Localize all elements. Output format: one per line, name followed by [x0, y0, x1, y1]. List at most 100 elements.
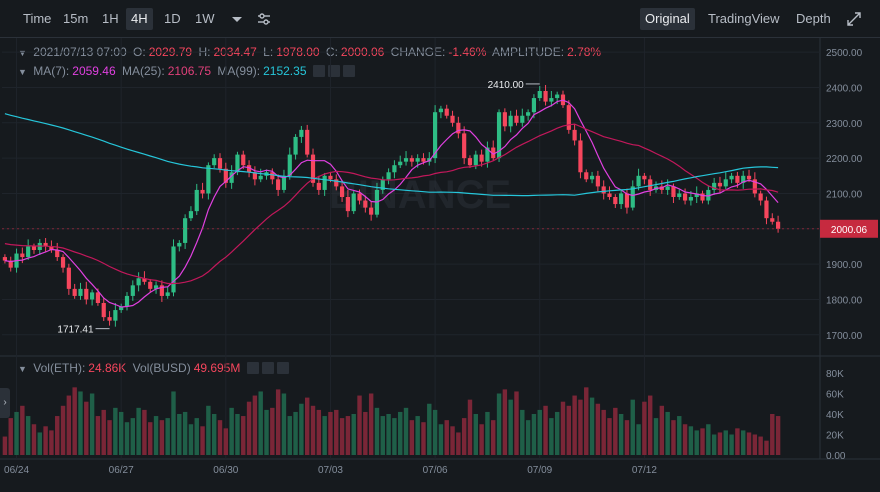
volume-bar	[124, 422, 130, 455]
volume-bar	[78, 391, 83, 455]
volume-bar	[49, 430, 54, 455]
candle-body	[113, 310, 118, 321]
timeframe-4h[interactable]: 4H	[126, 8, 153, 30]
volume-bar	[374, 407, 380, 455]
collapse-arrow-icon[interactable]: ▼	[18, 364, 27, 374]
candle-body	[741, 175, 746, 183]
candle-body	[473, 154, 478, 166]
volume-bar	[8, 418, 13, 455]
volume-bar	[398, 411, 403, 455]
settings-icon[interactable]	[312, 65, 325, 77]
candle-body	[746, 175, 752, 180]
candle-body	[148, 281, 153, 289]
candle-body	[776, 221, 781, 229]
timeframe-1h[interactable]: 1H	[102, 11, 119, 26]
hide-icon[interactable]	[261, 362, 274, 374]
collapse-arrow-icon[interactable]: ▼	[18, 67, 27, 77]
volume-bar	[711, 434, 717, 455]
volume-bar	[118, 411, 124, 455]
close-icon[interactable]	[276, 362, 289, 374]
panel-toggle-handle[interactable]: ›	[0, 388, 10, 418]
volume-bar	[31, 424, 37, 455]
volume-bar	[775, 416, 781, 455]
volume-bar	[752, 434, 758, 455]
volume-bar	[636, 424, 641, 455]
view-depth[interactable]: Depth	[796, 11, 831, 26]
candlestick-chart[interactable]: BINANCE 1700.001800.001900.002000.002100…	[0, 38, 880, 492]
volume-tick-label: 20K	[826, 431, 844, 442]
candle-body	[55, 250, 60, 258]
volume-bar	[554, 411, 560, 455]
view-tradingview[interactable]: TradingView	[708, 11, 780, 26]
fullscreen-icon[interactable]	[845, 10, 863, 28]
candle-body	[508, 115, 513, 127]
volume-bar	[485, 411, 490, 455]
timeframe-time[interactable]: Time	[23, 11, 52, 26]
timeframe-1d[interactable]: 1D	[164, 11, 181, 26]
candle-body	[281, 175, 287, 190]
candle-body	[677, 193, 682, 197]
candle-body	[438, 108, 444, 113]
ma7-line	[4, 99, 779, 308]
volume-bar	[334, 409, 339, 455]
candle-body	[758, 193, 763, 201]
legend-ma99: 2152.35	[263, 64, 307, 78]
candle-body	[607, 193, 612, 197]
volume-bar	[694, 430, 699, 455]
volume-bar	[531, 414, 537, 455]
volume-bar	[275, 389, 281, 455]
timeframe-15m[interactable]: 15m	[63, 11, 89, 26]
candle-body	[136, 278, 141, 286]
chevron-down-icon[interactable]	[228, 10, 246, 28]
settings-sliders-icon[interactable]	[255, 10, 273, 28]
candle-body	[520, 115, 525, 123]
candle-body	[648, 179, 653, 190]
volume-bar	[72, 387, 77, 455]
candle-body	[159, 285, 164, 296]
candle-body	[252, 172, 257, 180]
volume-bar	[746, 432, 752, 455]
volume-bar	[491, 420, 496, 455]
view-original[interactable]: Original	[640, 8, 695, 30]
candle-body	[717, 182, 723, 187]
candle-body	[142, 278, 147, 282]
timeframe-1w[interactable]: 1W	[195, 11, 215, 26]
volume-bar	[444, 420, 449, 455]
volume-tick-label: 80K	[826, 369, 844, 380]
volume-bar	[566, 405, 572, 455]
candle-body	[363, 200, 368, 208]
candle-body	[537, 91, 542, 99]
volume-bar	[182, 411, 188, 455]
volume-bar	[130, 418, 136, 455]
collapse-arrow-icon[interactable]: ▼	[18, 48, 27, 58]
candle-body	[566, 105, 571, 130]
price-axis: 1700.001800.001900.002000.002100.002200.…	[826, 48, 863, 342]
volume-bar	[84, 401, 89, 455]
volume-bar	[211, 414, 217, 455]
volume-bar	[217, 420, 223, 455]
candle-body	[572, 129, 577, 141]
volume-bar	[20, 405, 25, 455]
price-tick-label: 2200.00	[826, 154, 863, 165]
volume-bar	[729, 434, 734, 455]
volume-bar	[264, 409, 269, 455]
volume-bar	[316, 409, 322, 455]
candle-body	[380, 179, 385, 190]
volume-bar	[682, 424, 688, 455]
current-price-label: 2000.06	[831, 225, 868, 236]
time-tick-label: 07/06	[423, 465, 448, 476]
volume-bar	[688, 426, 694, 455]
candle-body	[165, 292, 170, 296]
volume-bar	[386, 414, 391, 455]
candle-body	[299, 129, 304, 137]
candle-body	[153, 285, 159, 289]
volume-bar	[113, 407, 118, 455]
candle-body	[531, 98, 537, 113]
candle-body	[444, 108, 449, 116]
candle-body	[2, 257, 7, 261]
volume-bar	[229, 407, 234, 455]
close-icon[interactable]	[342, 65, 355, 77]
settings-icon[interactable]	[246, 362, 259, 374]
candle-body	[78, 288, 83, 296]
candle-body	[66, 267, 71, 289]
